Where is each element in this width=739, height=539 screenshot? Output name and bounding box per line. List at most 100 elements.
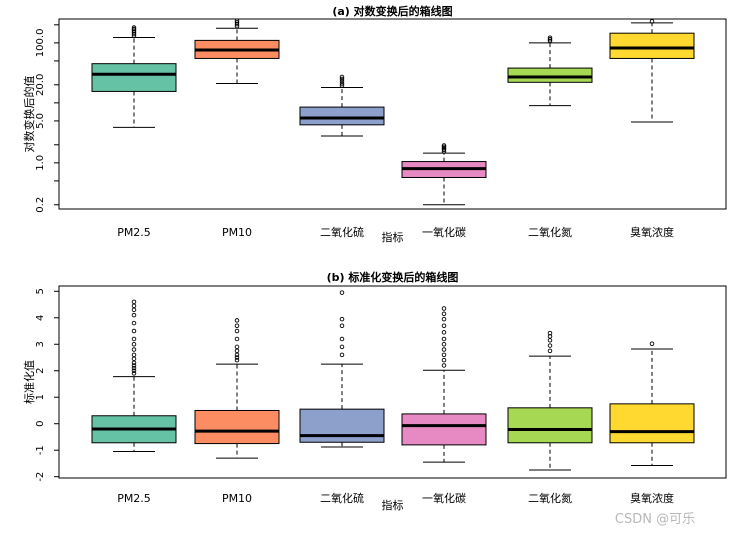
- outlier-1-0-15: [131, 299, 137, 305]
- box-body-0-0: [91, 63, 177, 92]
- box-0-4: [507, 35, 593, 107]
- box-body-1-4: [507, 407, 593, 444]
- box-body-1-5: [609, 403, 695, 444]
- box-1-4: [507, 330, 593, 471]
- y-tick-label-0-0: 0.2: [35, 197, 46, 213]
- plot-frame-0: [58, 18, 727, 210]
- y-tick-label-1-6: 4: [35, 315, 46, 321]
- x-category-label-1-1: PM10: [222, 492, 252, 505]
- outlier-1-2-3: [339, 323, 345, 328]
- y-tick-label-1-1: -1: [35, 445, 46, 455]
- box-1-2: [299, 290, 385, 448]
- outlier-1-0-12: [131, 312, 137, 318]
- outlier-1-5-0: [649, 341, 655, 346]
- outlier-1-0-1: [131, 368, 137, 373]
- box-body-1-1: [194, 409, 280, 445]
- x-category-label-1-0: PM2.5: [117, 492, 151, 505]
- outlier-1-0-7: [131, 347, 137, 352]
- chart-title-0: (a) 对数变换后的箱线图: [332, 4, 452, 18]
- outlier-1-1-3: [234, 348, 240, 354]
- watermark: CSDN @可乐: [615, 512, 695, 527]
- outlier-1-3-3: [441, 347, 447, 352]
- y-tick-label-1-2: 0: [35, 421, 46, 427]
- x-category-label-1-4: 二氧化氮: [528, 491, 572, 505]
- x-category-label-0-5: 臭氧浓度: [630, 225, 674, 239]
- outlier-0-4-1: [547, 36, 553, 42]
- outlier-1-2-0: [339, 352, 345, 358]
- x-category-label-0-2: 二氧化硫: [320, 225, 364, 239]
- outlier-0-1-3: [234, 18, 240, 23]
- outlier-1-0-2: [131, 365, 137, 371]
- outlier-1-3-2: [441, 352, 447, 358]
- outlier-1-0-11: [131, 320, 137, 326]
- outlier-0-2-0: [339, 83, 345, 88]
- y-tick-label-1-3: 1: [35, 394, 46, 400]
- outlier-1-1-5: [234, 336, 240, 342]
- outlier-0-5-0: [649, 19, 655, 24]
- outlier-1-3-7: [441, 323, 447, 328]
- box-body-1-3: [401, 413, 487, 446]
- outlier-1-3-8: [441, 316, 447, 322]
- box-1-5: [609, 341, 695, 467]
- outlier-0-0-4: [131, 26, 137, 32]
- outlier-1-4-0: [547, 348, 553, 354]
- outlier-1-0-14: [131, 303, 137, 309]
- outlier-0-2-3: [339, 76, 345, 82]
- y-axis-label-1: 标准化值: [22, 360, 36, 404]
- box-1-0: [91, 299, 177, 453]
- box-1-3: [401, 306, 487, 463]
- x-category-label-1-5: 臭氧浓度: [630, 491, 674, 505]
- box-0-2: [299, 74, 385, 137]
- box-0-0: [91, 25, 177, 128]
- y-tick-label-0-3: 20.0: [35, 74, 46, 96]
- outlier-1-3-0: [441, 363, 447, 368]
- outlier-1-2-4: [339, 316, 345, 322]
- outlier-1-2-5: [339, 290, 345, 295]
- y-tick-label-1-0: -2: [35, 472, 46, 482]
- x-category-label-0-4: 二氧化氮: [528, 225, 572, 239]
- outlier-0-3-2: [441, 146, 447, 151]
- outlier-1-1-4: [234, 344, 240, 350]
- box-0-1: [194, 18, 280, 85]
- x-category-label-0-3: 一氧化碳: [422, 225, 466, 239]
- outlier-1-4-4: [547, 330, 553, 336]
- x-category-label-0-1: PM10: [222, 226, 252, 239]
- outlier-0-3-1: [441, 147, 447, 153]
- x-category-label-1-3: 一氧化碳: [422, 491, 466, 505]
- outlier-1-2-2: [339, 336, 345, 342]
- y-axis-label-0: 对数变换后的值: [22, 76, 36, 153]
- box-0-3: [401, 143, 487, 206]
- outlier-0-0-3: [131, 28, 137, 33]
- chart-title-1: (b) 标准化变换后的箱线图: [327, 270, 459, 284]
- outlier-0-2-1: [339, 81, 345, 86]
- x-category-label-0-0: PM2.5: [117, 226, 151, 239]
- outlier-0-0-5: [131, 25, 137, 30]
- outlier-1-0-6: [131, 352, 137, 358]
- outlier-1-0-13: [131, 307, 137, 313]
- box-1-1: [194, 318, 280, 459]
- outlier-1-2-1: [339, 344, 345, 350]
- outlier-1-3-9: [441, 311, 447, 317]
- box-0-5: [609, 19, 695, 123]
- x-category-label-1-2: 二氧化硫: [320, 491, 364, 505]
- y-tick-label-1-7: 5: [35, 288, 46, 294]
- outlier-1-1-7: [234, 323, 240, 328]
- outlier-1-1-1: [234, 355, 240, 360]
- outlier-0-3-3: [441, 144, 447, 150]
- outlier-0-2-2: [339, 78, 345, 84]
- box-body-1-2: [299, 408, 385, 443]
- y-tick-label-1-5: 3: [35, 341, 46, 347]
- outlier-1-3-4: [441, 342, 447, 347]
- outlier-0-4-2: [547, 35, 553, 40]
- outlier-0-1-2: [234, 20, 240, 25]
- box-body-0-4: [507, 67, 593, 83]
- box-body-0-2: [299, 106, 385, 126]
- outlier-1-0-5: [131, 356, 137, 362]
- y-tick-label-0-4: 100.0: [35, 29, 46, 58]
- y-tick-label-0-2: 5.0: [35, 113, 46, 129]
- outlier-0-3-4: [441, 143, 447, 148]
- outlier-1-0-3: [131, 363, 137, 368]
- outlier-1-0-8: [131, 342, 137, 347]
- outlier-1-3-1: [441, 357, 447, 363]
